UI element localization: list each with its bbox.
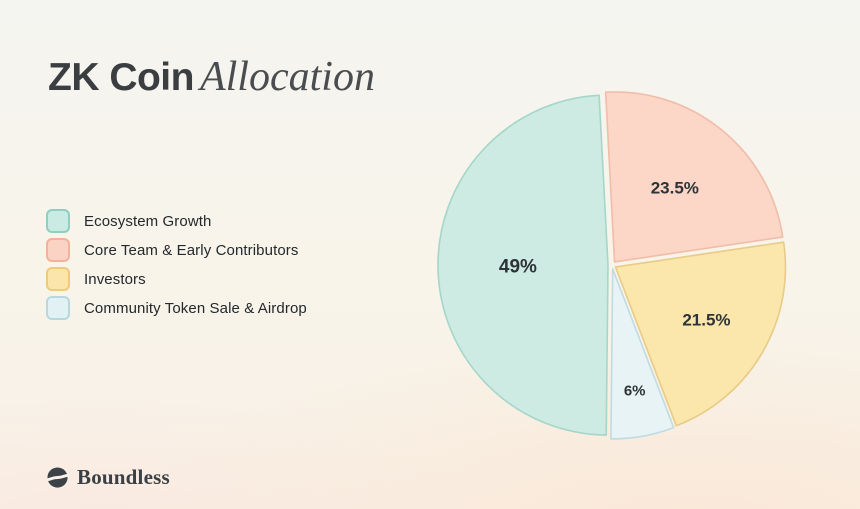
pie-slice-label-0: 23.5% — [651, 179, 699, 198]
legend-swatch-community-sale — [46, 296, 70, 320]
page-title-main: ZK Coin — [48, 56, 194, 99]
legend-label: Investors — [84, 270, 146, 288]
pie-slice-3 — [437, 94, 609, 436]
brand-footer: Boundless — [46, 465, 170, 490]
legend: Ecosystem Growth Core Team & Early Contr… — [46, 209, 307, 320]
pie-slice-label-1: 21.5% — [682, 311, 730, 330]
pie-slice-label-3: 49% — [499, 256, 537, 277]
legend-item-ecosystem-growth: Ecosystem Growth — [46, 209, 307, 233]
legend-item-core-team: Core Team & Early Contributors — [46, 238, 307, 262]
boundless-logo-icon — [46, 467, 69, 488]
pie-slice-1 — [614, 241, 787, 427]
legend-label: Ecosystem Growth — [84, 212, 212, 230]
legend-label: Core Team & Early Contributors — [84, 241, 299, 259]
legend-item-community-sale: Community Token Sale & Airdrop — [46, 296, 307, 320]
brand-name: Boundless — [77, 465, 170, 489]
legend-swatch-core-team — [46, 238, 70, 262]
pie-chart-svg: 23.5% 21.5% 6% 49% — [437, 91, 787, 440]
legend-swatch-investors — [46, 267, 70, 291]
pie-slice-0 — [604, 91, 784, 263]
legend-item-investors: Investors — [46, 267, 307, 291]
page-title-accent: Allocation — [199, 54, 375, 100]
pie-chart: 23.5% 21.5% 6% 49% — [408, 61, 816, 469]
pie-slice-label-2: 6% — [624, 383, 646, 400]
legend-swatch-ecosystem-growth — [46, 209, 70, 233]
legend-label: Community Token Sale & Airdrop — [84, 299, 307, 317]
pie-slice-2 — [610, 268, 675, 440]
page-title: ZK Coin Allocation — [48, 56, 375, 98]
